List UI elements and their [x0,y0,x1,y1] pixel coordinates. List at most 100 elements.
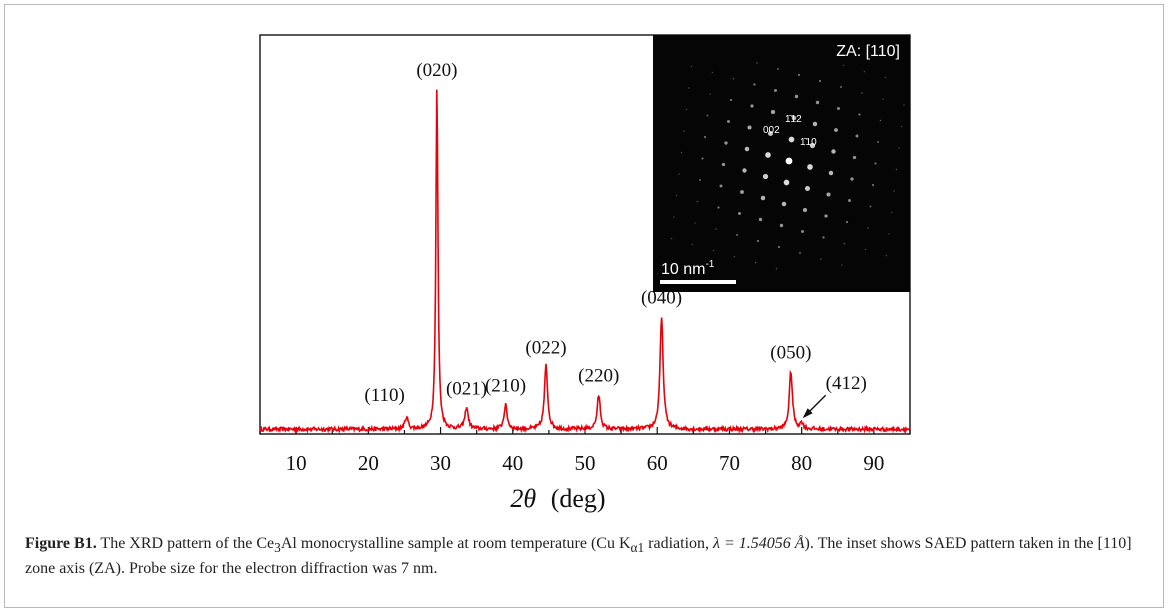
diffraction-spot [834,128,838,132]
diffraction-spot [675,194,678,197]
diffraction-spot [762,173,769,180]
diffraction-spot [770,109,776,115]
diffraction-spot [758,217,763,222]
diffraction-spot [747,125,752,130]
diffraction-spot [848,199,851,202]
diffraction-spot [812,121,818,127]
diffraction-spot [842,64,845,67]
diffraction-spot [788,136,795,143]
diffraction-spot [867,227,869,229]
spot-label-002: 002 [763,125,780,136]
x-tick-label: 70 [719,451,740,475]
caption-sub-1: 3 [274,540,281,556]
diffraction-spot [839,85,843,89]
diffraction-spot [673,216,675,218]
caption-text-2: Al monocrystalline sample at room temper… [280,535,631,552]
x-tick-label: 40 [502,451,523,475]
caption-lambda: λ = 1.54056 Å [713,535,805,552]
x-tick-label: 90 [863,451,884,475]
diffraction-spot [864,248,867,251]
spot-label-110: 1̄10 [800,137,817,148]
diffraction-spot [879,119,882,122]
xrd-chart: 10 20 30 40 50 60 70 80 90 (110)(020)(021)(210)(… [259,34,911,513]
diffraction-spot [779,223,784,228]
scale-bar-exponent: -1 [705,259,714,270]
diffraction-spot [874,162,877,165]
scale-bar [660,280,736,284]
diffraction-spot [756,239,760,243]
diffraction-spot [826,192,831,197]
caption-label: Figure B1. [25,535,97,552]
diffraction-spot [753,83,756,86]
diffraction-spot [742,168,747,173]
diffraction-spot [733,255,736,258]
diffraction-spot [738,212,741,215]
diffraction-spot [890,211,893,214]
diffraction-spot [797,73,801,77]
diffraction-spot [900,125,903,128]
arrow-label: (412) [826,373,867,394]
peak-label: (022) [525,337,566,358]
diffraction-spots [670,62,905,270]
peak-label: (220) [578,365,619,386]
diffraction-spot [804,185,811,192]
diffraction-spot [863,70,866,73]
diffraction-spot [815,100,820,105]
arrow-annotation: (412) [802,373,867,419]
diffraction-spot [691,243,694,246]
x-axis-unit: (deg) [551,484,606,513]
diffraction-spot [818,79,822,83]
diffraction-spot [706,114,709,117]
diffraction-spot [756,62,758,64]
peak-label: (021) [446,378,487,399]
diffraction-spot [898,147,900,149]
diffraction-spot [678,173,680,175]
diffraction-spot [783,179,790,186]
x-tick-label: 10 [286,451,307,475]
diffraction-spot [688,87,690,89]
diffraction-spot [732,77,735,80]
diffraction-spot [680,151,683,154]
diffraction-spot [852,155,857,160]
diffraction-spot [785,157,793,165]
saed-inset: ZA: [110] 002 1̄12 1̄10 10 nm-1 [653,35,910,292]
diffraction-spot [903,104,905,106]
diffraction-spot [809,142,816,149]
diffraction-spot [855,134,859,138]
diffraction-spot [807,164,813,170]
diffraction-spot [841,264,843,266]
peak-label: (050) [770,342,811,363]
x-tick-label: 80 [791,451,812,475]
diffraction-spot [791,115,797,121]
peak-labels: (110) (020) (021)(210) (022) (220) (040) (050) [364,60,811,406]
figure-caption: Figure B1. The XRD pattern of the Ce3Al … [25,533,1145,579]
caption-sub-2: α1 [630,540,645,556]
diffraction-spot [794,94,799,99]
caption-text-4: ). The inset shows SAED pattern taken in… [25,535,1132,578]
x-tick-label: 20 [358,451,379,475]
arrow-head [802,408,813,419]
diffraction-spot [685,108,688,111]
diffraction-spot [744,146,750,152]
diffraction-spot [727,120,730,123]
spot-label-112: 1̄12 [785,114,802,125]
diffraction-spot [781,201,787,207]
diffraction-spot [845,220,849,224]
diffraction-spot [750,104,754,108]
diffraction-spot [871,183,875,187]
inset-background [653,35,910,292]
xrd-trace [259,89,911,435]
diffraction-spot [876,140,880,144]
diffraction-spot [799,252,801,254]
diffraction-spot [837,107,840,110]
diffraction-spot [775,267,778,270]
x-axis-label: 2θ (deg) [510,484,605,513]
diffraction-spot [861,92,863,94]
scale-bar-value: 10 nm [661,261,705,278]
diffraction-spot [670,237,673,240]
diffraction-spot [828,170,834,176]
diffraction-spot [698,178,702,182]
diffraction-spot [858,113,861,116]
peak-label: (020) [416,60,457,81]
diffraction-spot [694,222,696,224]
